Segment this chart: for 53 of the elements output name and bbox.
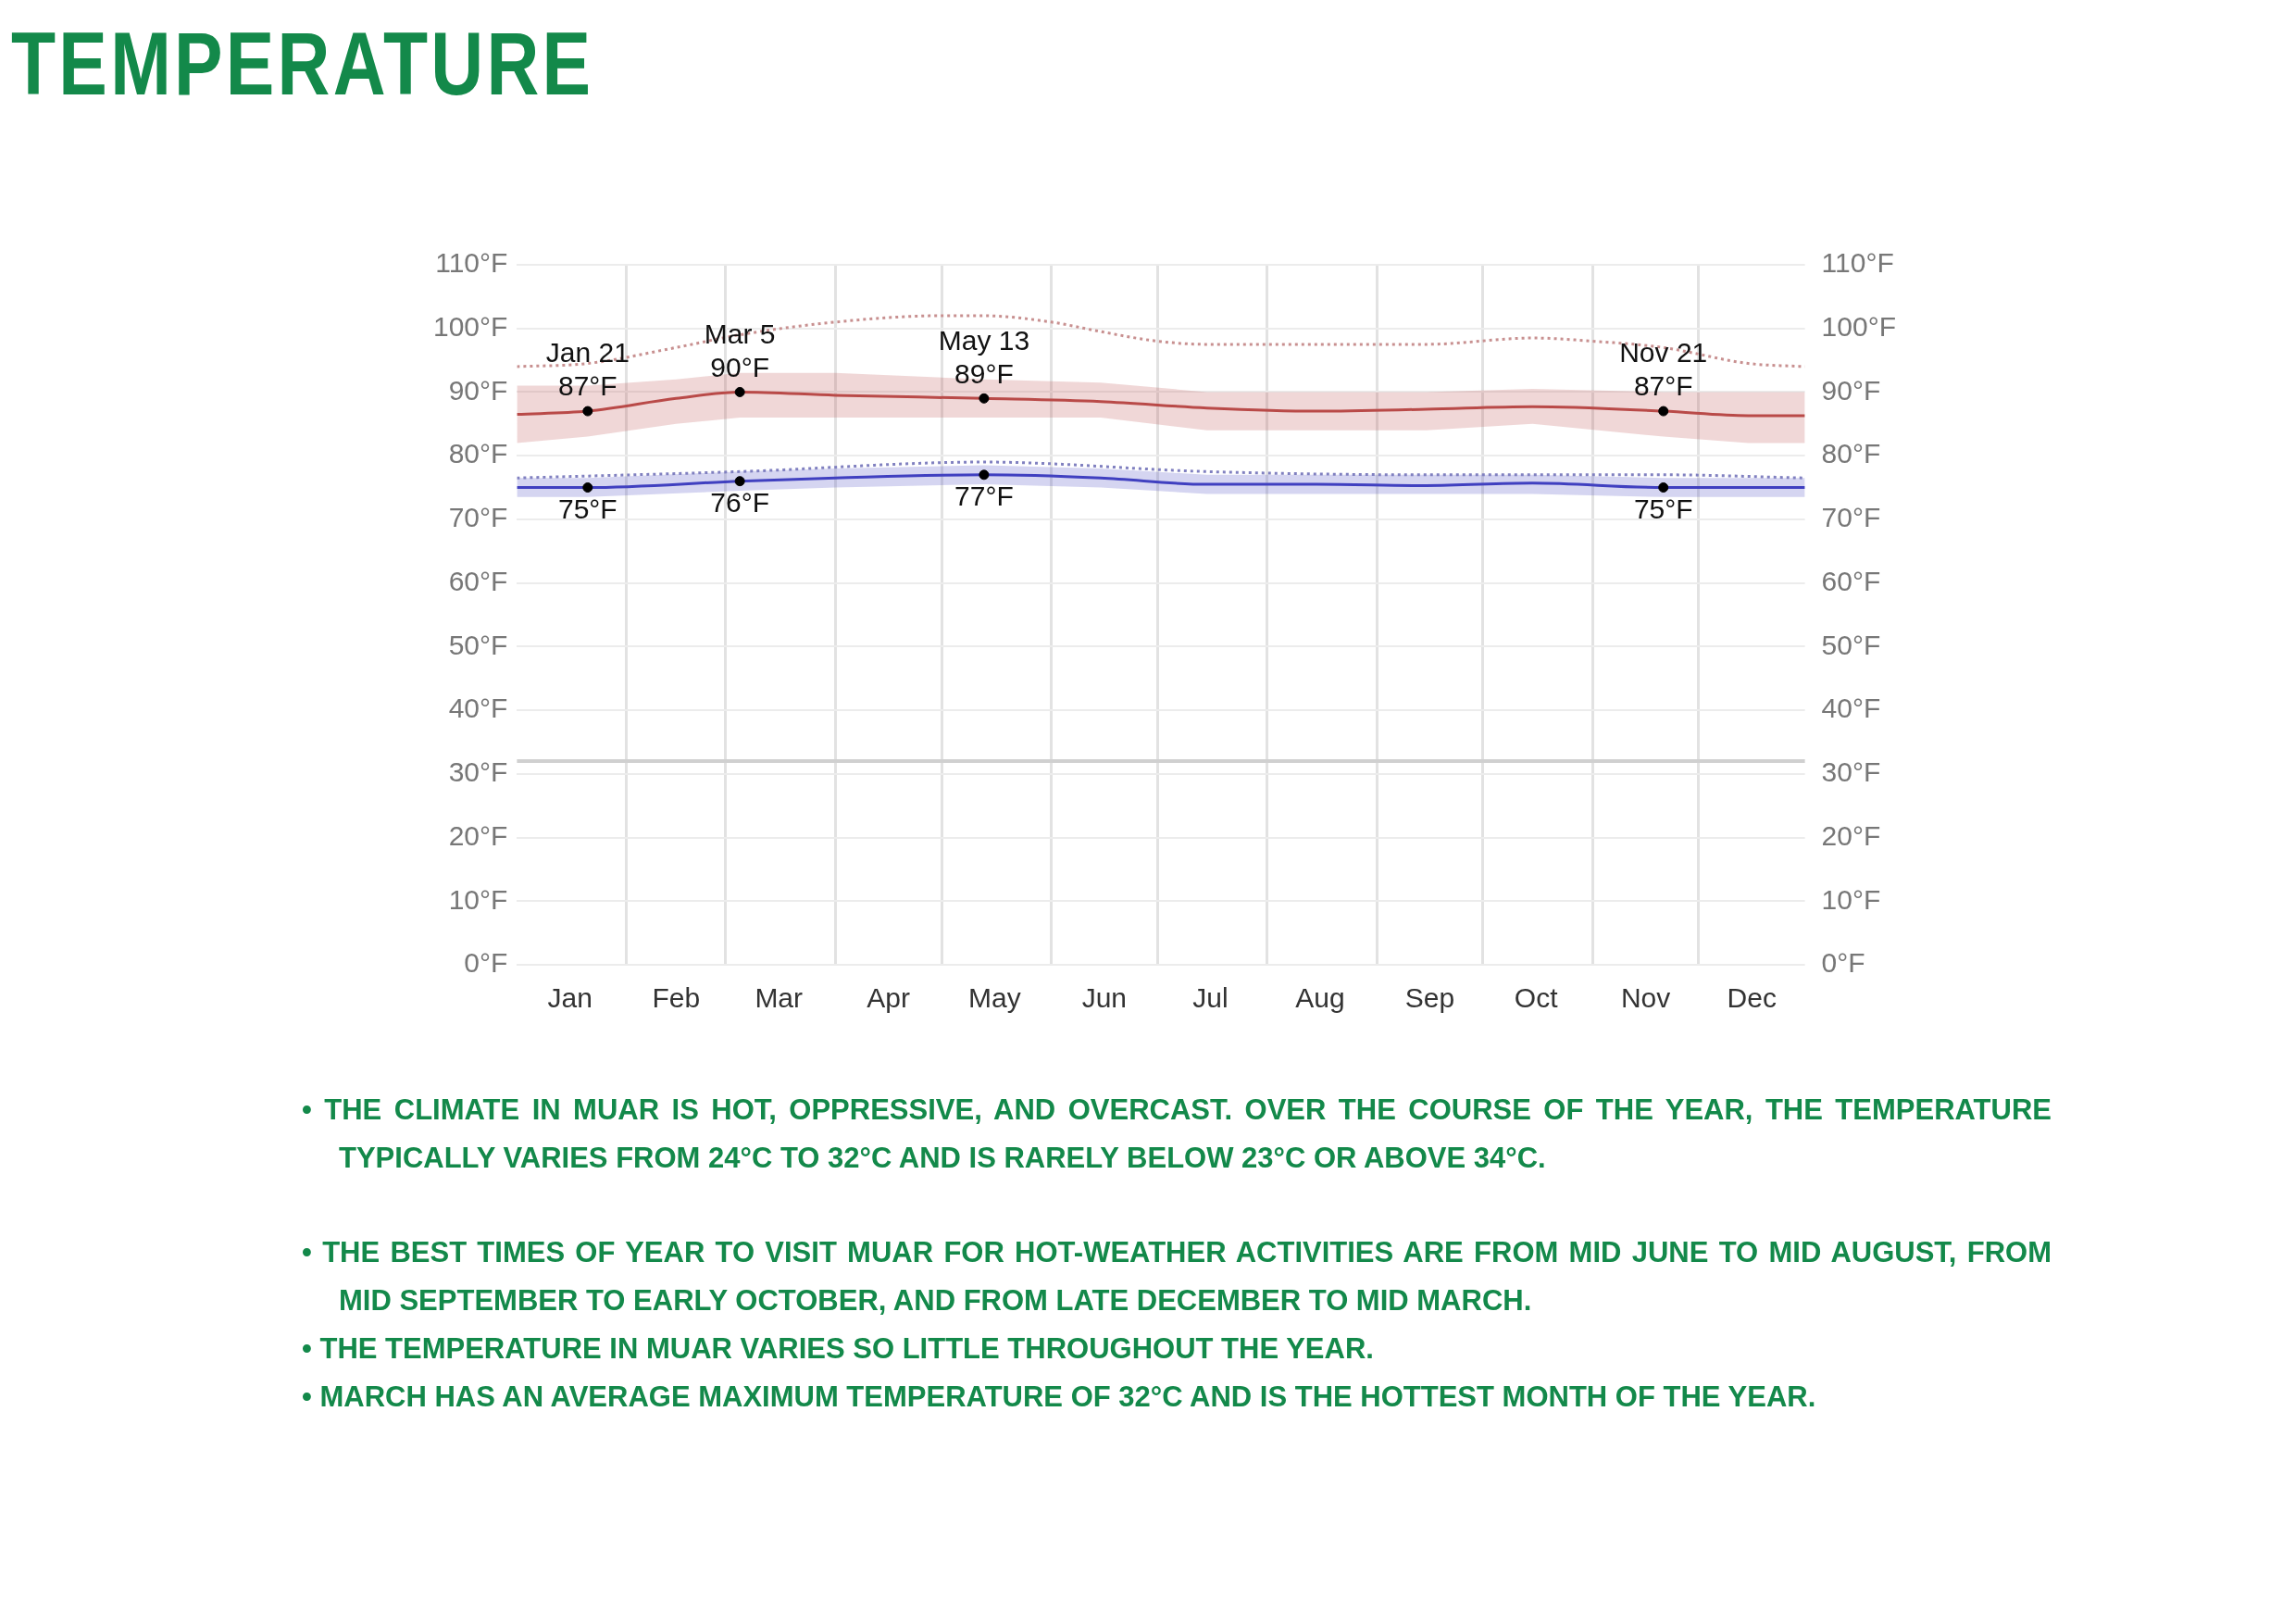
y2-tick-label: 50°F [1821, 629, 1881, 660]
annotation: 76°F [710, 486, 770, 518]
x-tick-label: Jul [1192, 982, 1229, 1014]
text: • THE BEST TIMES OF YEAR TO VISIT MUAR FOR HOT-WEATHER ACTIVITIES ARE FROM MID JUNE TO MID AUGUST, FROM MID SEPTEMBER TO EARLY OCTOBER, AND FROM LATE DECEMBER TO MID MARCH. [302, 1235, 2052, 1318]
y-tick-label: 70°F [448, 502, 508, 533]
x-tick-label: Mar [755, 982, 804, 1014]
annotation: Nov 21 [1619, 337, 1708, 369]
y2-tick-label: 0°F [1821, 947, 1865, 979]
y-tick-label: 20°F [448, 819, 508, 851]
y2-tick-label: 30°F [1821, 756, 1881, 788]
x-tick-label: Apr [867, 982, 911, 1014]
y2-tick-label: 100°F [1821, 310, 1897, 342]
y-tick-label: 40°F [448, 693, 508, 724]
x-tick-label: May [968, 982, 1021, 1014]
annotation: 75°F [557, 493, 617, 524]
x-tick-label: Sep [1404, 982, 1455, 1014]
y2-tick-label: 80°F [1821, 438, 1881, 469]
x-tick-label: Aug [1295, 982, 1345, 1014]
annotation: 75°F [1633, 493, 1693, 524]
annotation: 87°F [557, 370, 617, 402]
text: • THE CLIMATE IN MUAR IS HOT, OPPRESSIVE, AND OVERCAST. OVER THE COURSE OF THE YEAR, THE TEMPERATURE TYPICALLY VARIES FROM 24°C TO 32°C AND IS RARELY BELOW 23°C OR ABOVE 34°C. [302, 1093, 2052, 1176]
x-tick-label: Feb [652, 982, 701, 1014]
x-tick-label: Nov [1620, 982, 1671, 1014]
y2-tick-label: 60°F [1821, 565, 1881, 596]
y-tick-label: 60°F [448, 565, 508, 596]
y-tick-label: 10°F [448, 883, 508, 915]
annotation: 90°F [710, 351, 770, 382]
annotation: Mar 5 [704, 318, 776, 349]
y2-tick-label: 40°F [1821, 693, 1881, 724]
annotation: 87°F [1633, 370, 1693, 402]
x-tick-label: Oct [1514, 982, 1559, 1014]
y2-tick-label: 90°F [1821, 374, 1881, 406]
x-tick-label: Jan [547, 982, 592, 1014]
annotation: 89°F [954, 357, 1014, 389]
y-tick-label: 100°F [432, 310, 508, 342]
chart-title: TEMPERATURE [11, 13, 594, 115]
y-tick-label: 90°F [448, 374, 508, 406]
y-tick-label: 30°F [448, 756, 508, 788]
annotation: Jan 21 [545, 337, 630, 369]
y-tick-label: 80°F [448, 438, 508, 469]
y-tick-label: 0°F [464, 947, 508, 979]
y-tick-label: 50°F [448, 629, 508, 660]
annotation: 77°F [954, 481, 1014, 512]
y2-tick-label: 10°F [1821, 883, 1881, 915]
text: • THE TEMPERATURE IN MUAR VARIES SO LITTLE THROUGHOUT THE YEAR. [302, 1331, 1375, 1367]
text: • MARCH HAS AN AVERAGE MAXIMUM TEMPERATURE OF 32°C AND IS THE HOTTEST MONTH OF THE YEAR. [302, 1380, 1817, 1415]
y-tick-label: 110°F [435, 247, 508, 279]
x-tick-label: Dec [1727, 982, 1777, 1014]
x-tick-label: Jun [1081, 982, 1128, 1014]
y2-tick-label: 110°F [1821, 247, 1894, 279]
y2-tick-label: 70°F [1821, 502, 1881, 533]
annotation: May 13 [938, 324, 1030, 356]
y2-tick-label: 20°F [1821, 819, 1881, 851]
